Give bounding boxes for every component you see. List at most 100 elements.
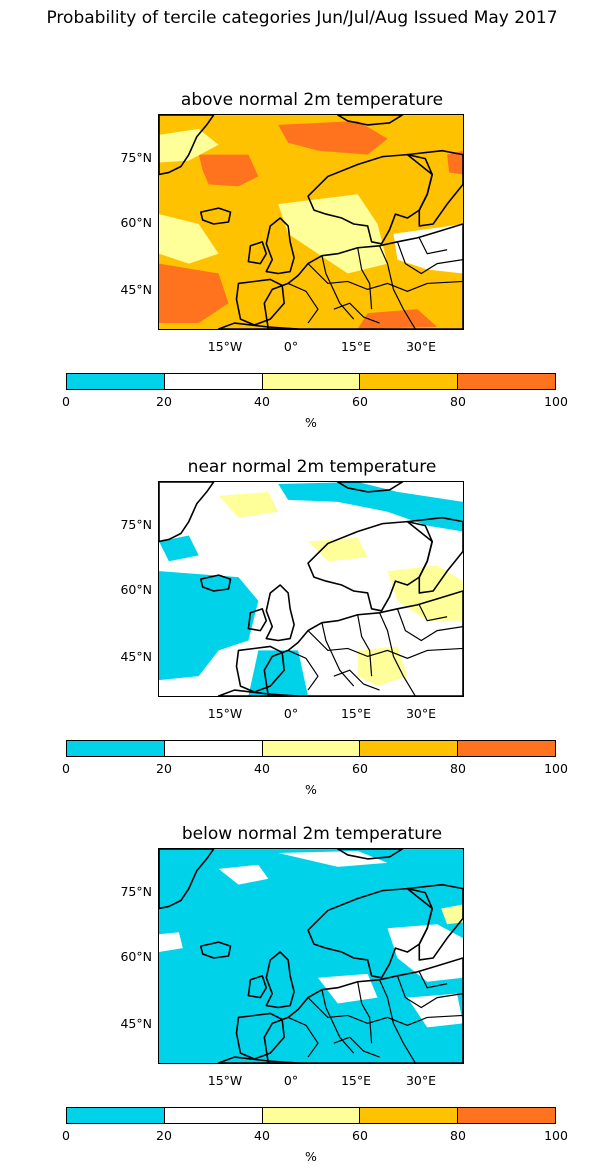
colorbar-band	[458, 1108, 555, 1123]
country-border	[321, 989, 355, 1054]
latitude-label: 75°N	[120, 884, 152, 899]
colorbar-band	[164, 741, 263, 756]
latitude-label: 60°N	[120, 582, 152, 597]
colorbar-tick-label: 20	[156, 761, 172, 776]
country-border	[307, 997, 463, 1026]
country-border	[357, 247, 373, 310]
country-border	[287, 1016, 319, 1058]
colorbar-band	[67, 374, 165, 389]
colorbar-tick-label: 100	[544, 1128, 568, 1143]
latitude-label: 60°N	[120, 949, 152, 964]
probability-region	[387, 565, 463, 621]
colorbar-tick-label: 60	[352, 761, 368, 776]
country-border	[333, 1036, 380, 1058]
country-border	[321, 255, 355, 320]
coastline	[337, 482, 404, 493]
probability-region	[357, 309, 438, 329]
latitude-label: 75°N	[120, 150, 152, 165]
country-border	[396, 975, 463, 1009]
colorbar-band	[262, 1108, 361, 1123]
panel-title: below normal 2m temperature	[181, 824, 443, 844]
colorbar-tick-label: 80	[450, 761, 466, 776]
colorbar-band	[458, 374, 555, 389]
coastline	[307, 520, 433, 612]
country-border	[321, 622, 355, 687]
coastline	[235, 278, 285, 326]
colorbar-tick-label: 0	[62, 1128, 70, 1143]
colorbar-tick-label: 40	[254, 761, 270, 776]
colorbar-tick-label: 100	[544, 394, 568, 409]
colorbar-band	[360, 374, 459, 389]
colorbar-band	[360, 741, 459, 756]
coastline	[263, 957, 463, 1063]
country-border	[357, 981, 373, 1044]
longitude-label: 0°	[283, 1073, 299, 1088]
country-border	[418, 237, 448, 255]
colorbar-tick-label: 80	[450, 1128, 466, 1143]
probability-region	[159, 263, 229, 324]
colorbar-band	[67, 1108, 165, 1123]
probability-region	[198, 154, 259, 187]
colorbar-unit-label: %	[305, 782, 317, 797]
latitude-label: 45°N	[120, 649, 152, 664]
country-border	[379, 245, 416, 329]
coastline	[217, 1056, 299, 1063]
probability-region	[407, 993, 463, 1028]
country-border	[333, 302, 380, 324]
figure-title: Probability of tercile categories Jun/Ju…	[46, 8, 558, 28]
probability-region	[278, 850, 388, 867]
coastline	[247, 241, 268, 265]
coastline	[217, 322, 299, 329]
probability-field	[159, 849, 463, 1063]
coastline	[406, 516, 463, 594]
colorbar	[66, 740, 556, 757]
country-border	[379, 612, 416, 696]
colorbar	[66, 1107, 556, 1124]
probability-region	[447, 150, 463, 175]
colorbar-band	[360, 1108, 459, 1123]
colorbar-tick-label: 20	[156, 1128, 172, 1143]
country-border	[418, 971, 448, 989]
country-border	[418, 604, 448, 622]
coastline	[199, 207, 232, 225]
colorbar-tick-label: 80	[450, 394, 466, 409]
longitude-label: 0°	[283, 339, 299, 354]
coastline	[265, 584, 295, 642]
longitude-label: 15°E	[340, 1073, 372, 1088]
country-border	[396, 241, 463, 275]
longitude-label: 30°E	[405, 706, 437, 721]
forecast-map	[158, 114, 464, 330]
probability-region	[159, 932, 183, 953]
colorbar-band	[67, 741, 165, 756]
forecast-map	[158, 481, 464, 697]
coastline	[337, 849, 404, 860]
probability-region	[248, 650, 309, 696]
coastline	[265, 951, 295, 1009]
colorbar-band	[458, 741, 555, 756]
longitude-label: 30°E	[405, 339, 437, 354]
probability-region	[441, 904, 463, 925]
coastline	[235, 1012, 285, 1060]
coastline	[307, 887, 433, 979]
probability-field	[159, 482, 463, 696]
forecast-map	[158, 848, 464, 1064]
latitude-label: 45°N	[120, 282, 152, 297]
coastline	[263, 223, 463, 329]
probability-region	[387, 924, 463, 982]
probability-region	[159, 214, 219, 264]
colorbar-band	[164, 1108, 263, 1123]
colorbar-unit-label: %	[305, 415, 317, 430]
coastline	[235, 645, 285, 693]
panel-title: above normal 2m temperature	[180, 90, 444, 110]
coastline	[199, 574, 232, 592]
longitude-label: 0°	[283, 706, 299, 721]
colorbar-tick-label: 60	[352, 394, 368, 409]
probability-region	[218, 864, 269, 885]
coastline	[159, 849, 215, 910]
country-border	[307, 263, 463, 292]
probability-field	[159, 115, 463, 329]
probability-region	[393, 223, 463, 274]
longitude-label: 15°W	[207, 1073, 243, 1088]
country-border	[379, 979, 416, 1063]
probability-region	[278, 194, 388, 274]
